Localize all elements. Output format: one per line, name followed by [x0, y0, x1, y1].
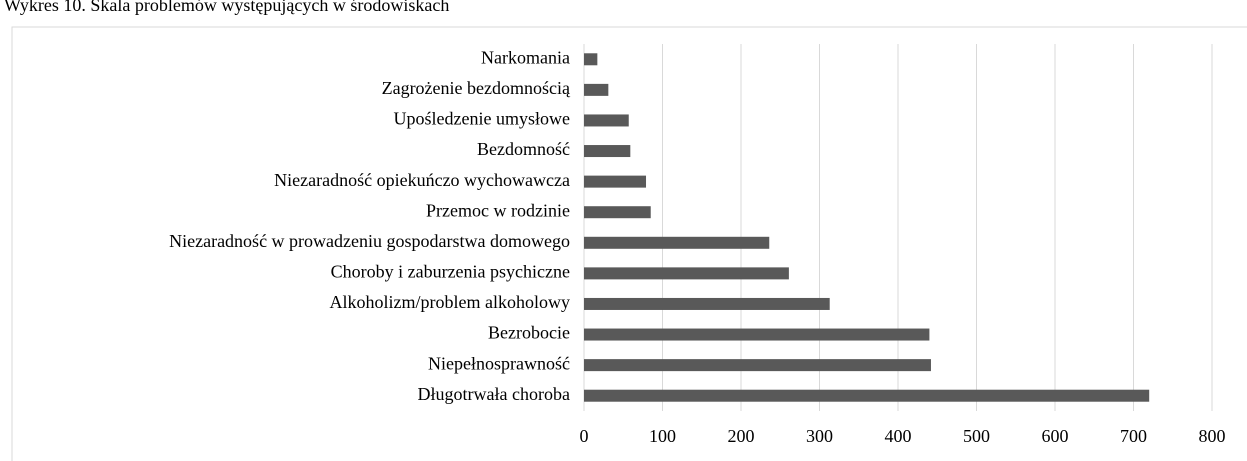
y-tick-label: Choroby i zaburzenia psychiczne	[331, 262, 570, 282]
bar	[584, 297, 830, 310]
x-tick-label: 800	[1199, 426, 1226, 446]
y-tick-label: Niepełnosprawność	[428, 353, 570, 373]
y-tick-label: Bezrobocie	[488, 323, 570, 343]
y-tick-label: Niezaradność opiekuńczo wychowawcza	[274, 170, 570, 190]
x-tick-label: 0	[580, 426, 589, 446]
y-tick-label: Alkoholizm/problem alkoholowy	[330, 292, 570, 312]
y-tick-label: Długotrwała choroba	[418, 384, 570, 404]
chart-border	[11, 26, 1247, 461]
bar	[584, 83, 609, 96]
x-tick-label: 100	[649, 426, 676, 446]
bar	[584, 389, 1150, 402]
bar	[584, 267, 789, 280]
bar	[584, 114, 629, 127]
bar	[584, 53, 598, 66]
x-tick-label: 400	[885, 426, 912, 446]
bar	[584, 359, 931, 372]
bar	[584, 175, 647, 188]
y-tick-label: Niezaradność w prowadzeniu gospodarstwa …	[169, 231, 570, 251]
y-tick-label: Zagrożenie bezdomnością	[382, 78, 571, 98]
bar	[584, 328, 930, 341]
x-tick-label: 500	[963, 426, 990, 446]
x-tick-label: 600	[1042, 426, 1069, 446]
y-tick-label: Bezdomność	[477, 139, 570, 159]
y-tick-label: Przemoc w rodzinie	[426, 200, 570, 220]
x-tick-label: 200	[728, 426, 755, 446]
y-tick-label: Narkomania	[481, 47, 570, 67]
bar	[584, 145, 631, 158]
bar	[584, 236, 770, 249]
chart-title: Wykres 10. Skala problemów występujących…	[4, 0, 449, 15]
x-tick-label: 700	[1120, 426, 1147, 446]
y-tick-label: Upośledzenie umysłowe	[394, 109, 570, 129]
x-tick-label: 300	[806, 426, 833, 446]
bar	[584, 206, 651, 219]
